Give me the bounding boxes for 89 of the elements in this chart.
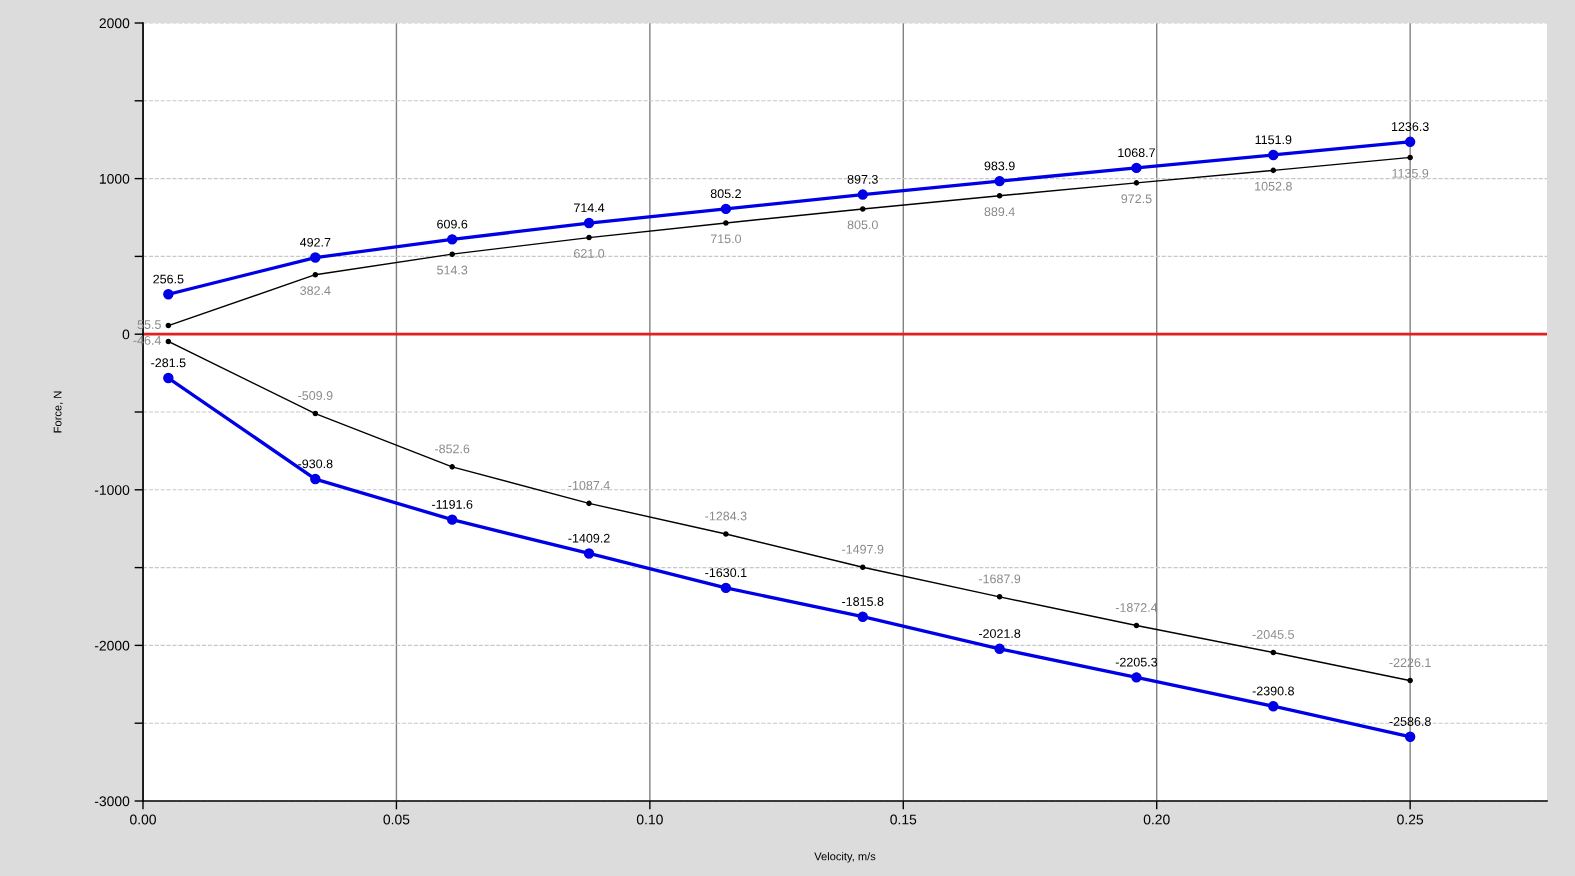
data-label: -1687.9 <box>978 574 1021 584</box>
y-tick-label: 2000 <box>99 18 130 29</box>
data-label: 983.9 <box>984 161 1015 171</box>
point <box>583 217 595 229</box>
point <box>859 564 866 571</box>
point <box>1268 700 1279 712</box>
point <box>857 611 868 622</box>
data-label: 621.0 <box>574 249 605 258</box>
data-label: 492.7 <box>299 237 331 247</box>
point <box>996 193 1003 199</box>
data-label: -1087.4 <box>568 480 610 490</box>
data-label: 1068.7 <box>1118 148 1155 158</box>
data-label: -1284.3 <box>705 511 747 521</box>
data-label: -1630.1 <box>705 568 747 578</box>
point <box>583 548 595 559</box>
data-label: -2390.8 <box>1252 686 1294 696</box>
point <box>449 251 455 257</box>
point <box>163 289 174 300</box>
point <box>723 220 729 226</box>
point <box>312 410 319 417</box>
y-tick-label: -3000 <box>94 796 130 807</box>
data-label: 1236.3 <box>1391 122 1429 132</box>
point <box>720 582 732 594</box>
data-label: -2021.8 <box>978 629 1021 638</box>
data-label: 889.4 <box>984 207 1015 217</box>
x-axis-title: Velocity, m/s <box>814 852 876 863</box>
x-tick-label: 0.10 <box>636 814 663 825</box>
point <box>163 372 174 384</box>
point <box>1131 162 1142 174</box>
point <box>994 175 1005 187</box>
point <box>1404 731 1416 742</box>
point <box>1131 672 1142 683</box>
point <box>996 594 1003 600</box>
point <box>1407 677 1413 684</box>
point <box>1133 622 1140 629</box>
data-label: 514.3 <box>437 265 468 275</box>
data-label: -930.8 <box>298 459 333 469</box>
point <box>310 252 321 263</box>
point <box>449 464 455 470</box>
x-tick-label: 0.20 <box>1143 814 1170 825</box>
y-tick-label: -2000 <box>94 640 130 651</box>
point <box>859 206 866 212</box>
point <box>586 500 592 507</box>
y-axis-title: Force, N <box>53 391 63 433</box>
x-tick-label: 0.25 <box>1397 814 1424 825</box>
point <box>586 234 592 241</box>
point <box>1407 154 1413 161</box>
x-tick-label: 0.05 <box>383 814 410 825</box>
point <box>1404 136 1416 148</box>
point <box>446 514 458 525</box>
point <box>1270 167 1277 174</box>
data-label: -852.6 <box>435 444 470 454</box>
data-label: -1409.2 <box>568 533 610 543</box>
data-label: -1815.8 <box>842 597 884 606</box>
data-label: 715.0 <box>710 234 742 244</box>
x-tick-label: 0.00 <box>130 814 156 825</box>
data-label: -2205.3 <box>1115 657 1158 667</box>
point <box>720 203 732 215</box>
data-label: 714.4 <box>574 203 605 213</box>
data-label: 256.5 <box>153 274 184 284</box>
y-tick-label: 0 <box>122 329 130 340</box>
data-label: 382.4 <box>300 286 331 295</box>
data-label: 805.2 <box>710 189 741 199</box>
data-label: 1151.9 <box>1255 135 1292 145</box>
point <box>994 643 1005 655</box>
data-label: -281.5 <box>151 358 186 368</box>
x-tick-label: 0.15 <box>890 814 917 825</box>
data-label: 972.5 <box>1121 194 1152 204</box>
point <box>165 322 172 329</box>
data-label: 897.3 <box>847 174 878 184</box>
point <box>165 338 172 345</box>
point <box>857 189 868 200</box>
data-label: -2045.5 <box>1252 630 1294 639</box>
point <box>723 531 729 537</box>
point <box>1268 149 1279 161</box>
data-label: 1052.8 <box>1255 181 1292 191</box>
y-tick-label: -1000 <box>94 485 130 495</box>
data-label: -2586.8 <box>1389 717 1431 726</box>
data-label: 805.0 <box>847 220 878 230</box>
data-label: -1191.6 <box>432 499 473 509</box>
data-label: -509.9 <box>298 391 333 400</box>
point <box>446 234 458 245</box>
y-tick-label: 1000 <box>99 173 130 184</box>
point <box>310 473 321 485</box>
point <box>1270 649 1277 656</box>
point <box>312 271 319 278</box>
data-label: -1497.9 <box>842 544 884 554</box>
data-label: 609.6 <box>437 219 468 229</box>
point <box>1133 180 1140 186</box>
